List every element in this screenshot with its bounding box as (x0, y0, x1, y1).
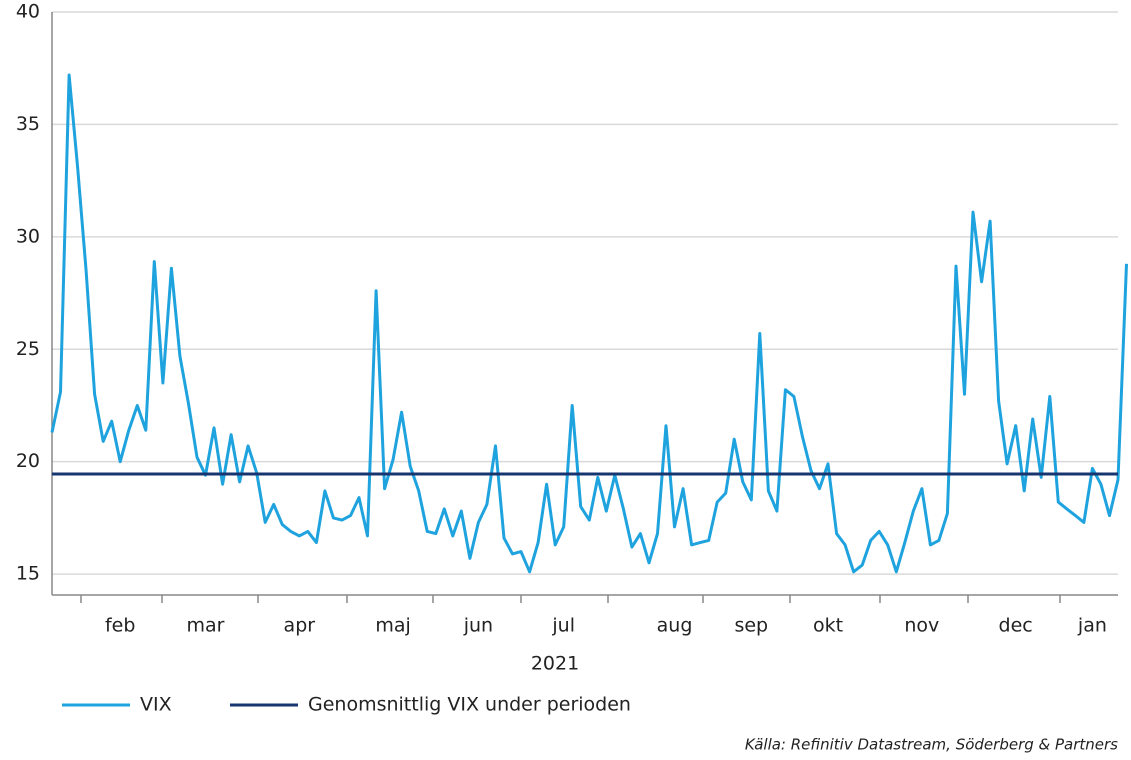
x-tick-label: feb (105, 615, 135, 637)
x-tick-label: jun (463, 615, 493, 637)
x-tick-label: jul (551, 615, 575, 637)
legend-label: VIX (140, 694, 172, 716)
x-tick-label: nov (904, 615, 939, 637)
y-tick-label: 20 (16, 450, 40, 472)
y-tick-label: 15 (16, 563, 40, 585)
x-tick-label: aug (657, 615, 693, 637)
x-tick-label: mar (187, 615, 225, 637)
y-tick-label: 35 (16, 113, 40, 135)
x-tick-label: sep (734, 615, 768, 637)
vix-line (50, 73, 1128, 574)
x-tick-label: apr (284, 615, 316, 637)
x-tick-label: dec (999, 615, 1033, 637)
x-tick-label: maj (375, 615, 410, 637)
source: Källa: Refinitiv Datastream, Söderberg &… (745, 736, 1118, 754)
x-tick-label: jan (1077, 615, 1107, 637)
y-tick-label: 30 (16, 225, 40, 247)
y-tick-label: 40 (16, 1, 40, 23)
y-tick-label: 25 (16, 338, 40, 360)
x-tick-label: okt (813, 615, 843, 637)
x-axis-label: 2021 (531, 653, 579, 675)
legend-label: Genomsnittlig VIX under perioden (308, 694, 631, 716)
